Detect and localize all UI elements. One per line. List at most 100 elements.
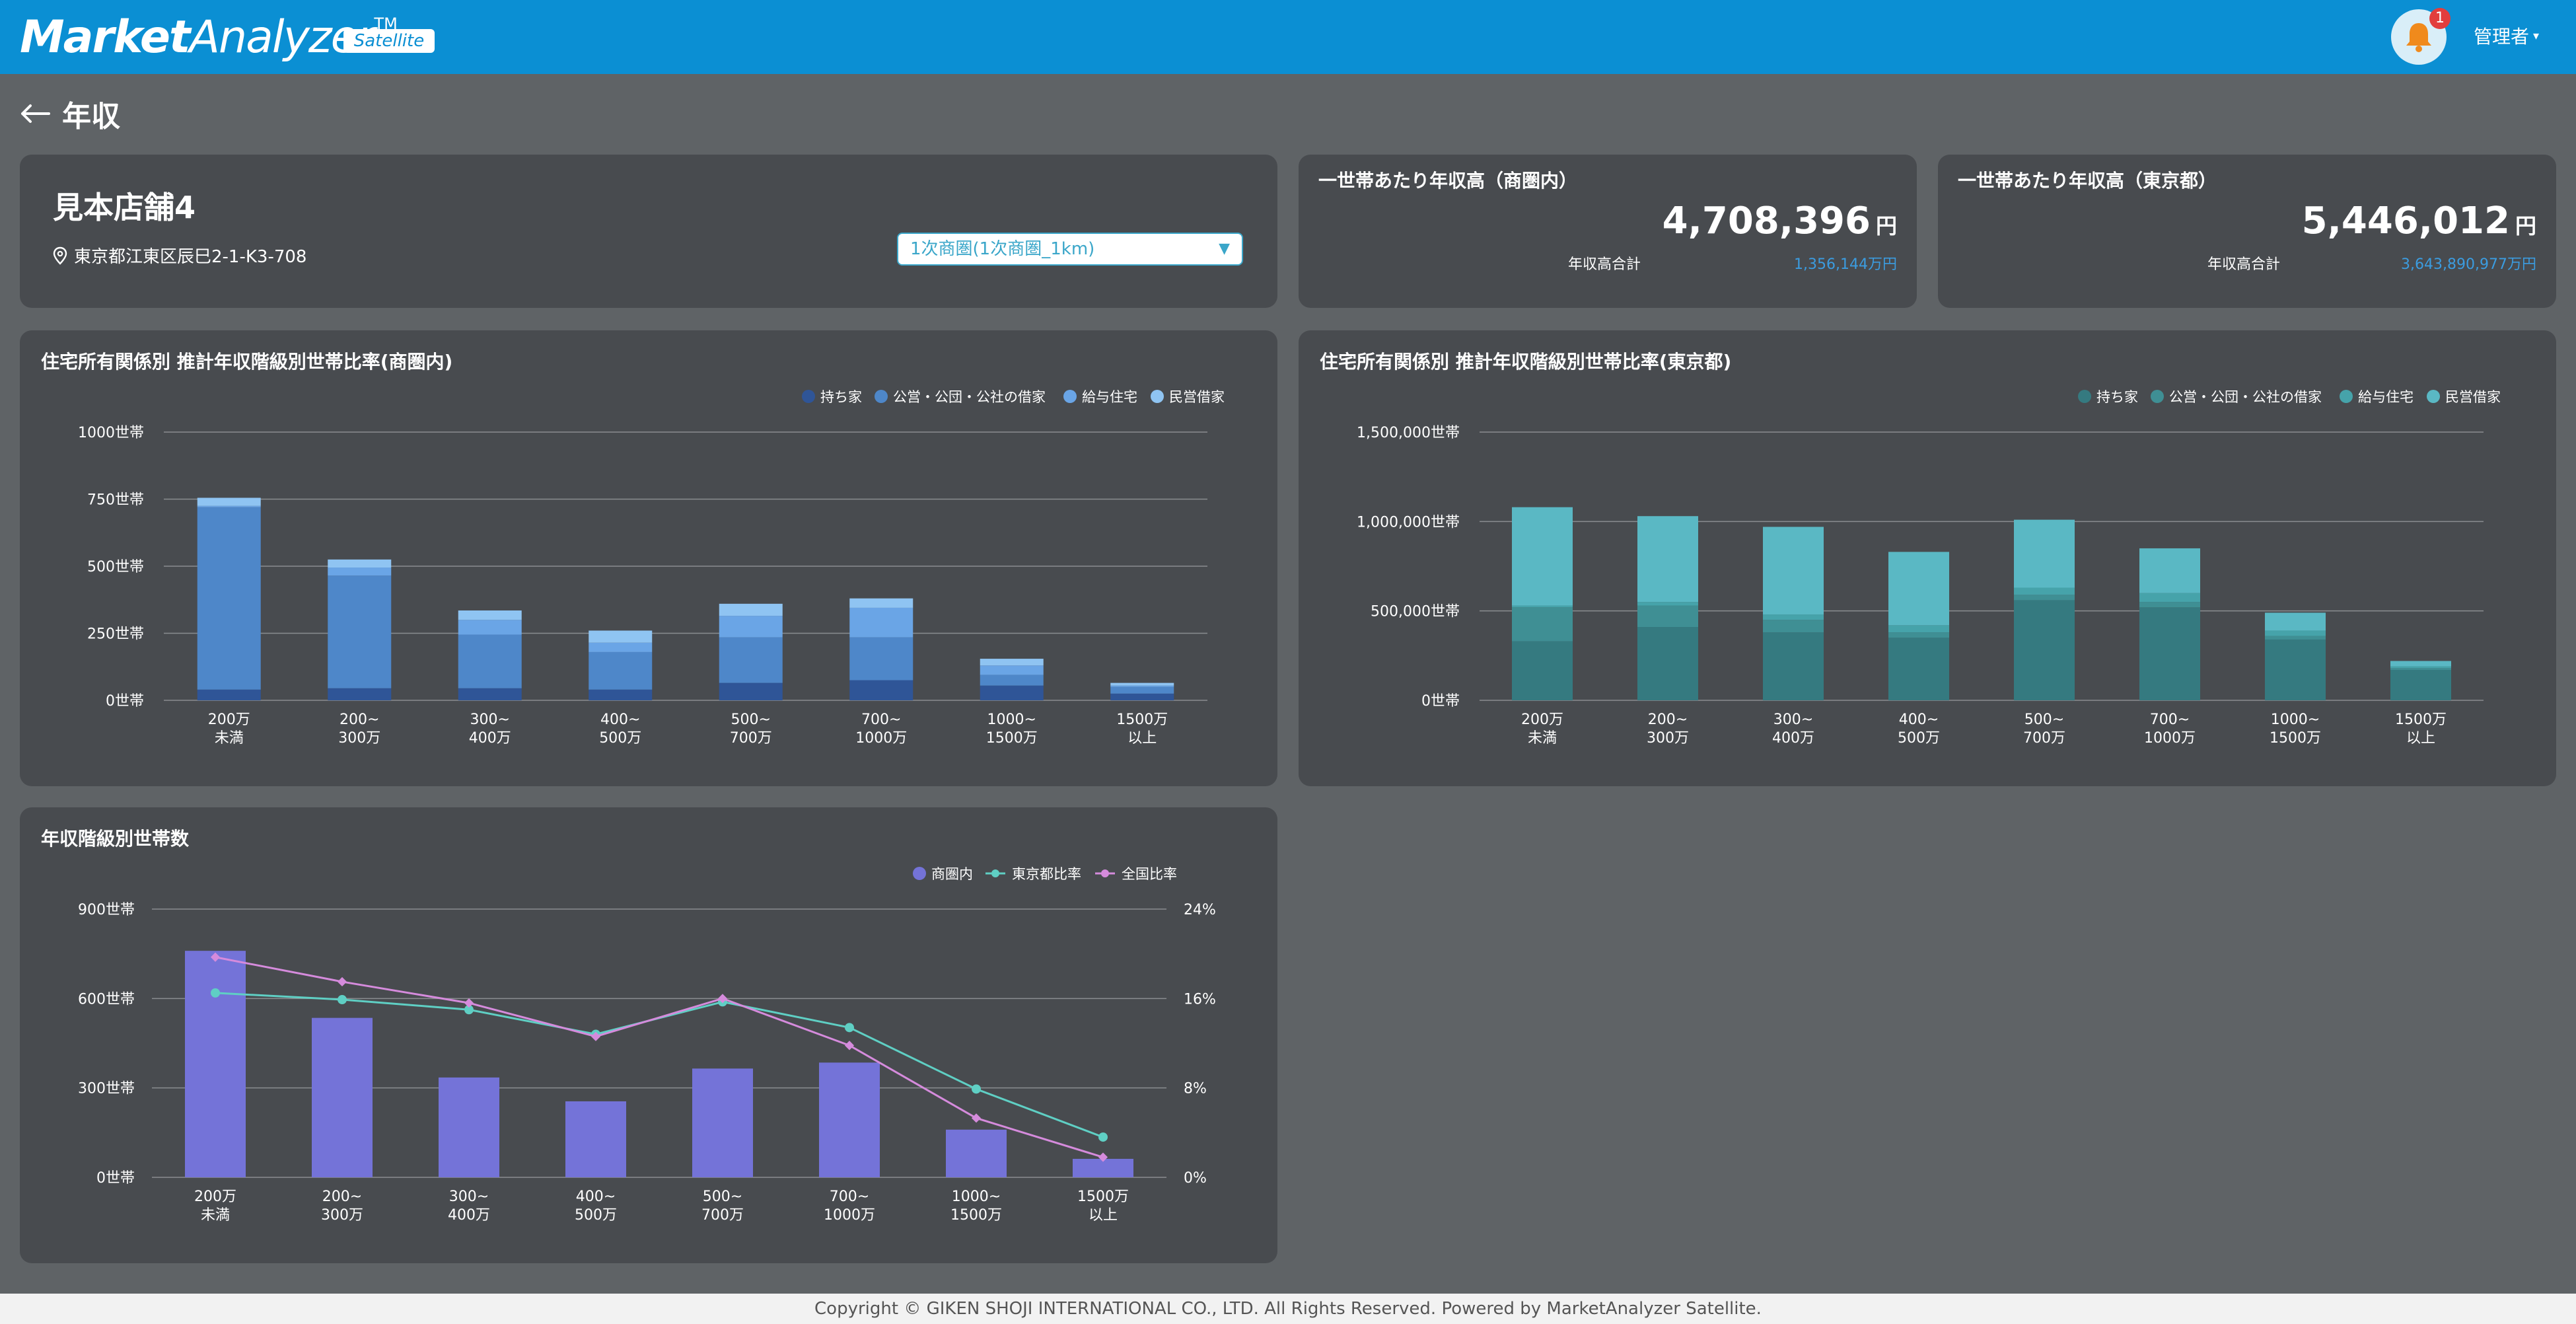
notification-count-badge: 1 <box>2429 8 2451 29</box>
kpi-tokyo-number: 5,446,012 <box>2301 200 2510 242</box>
bar-segment <box>719 616 783 638</box>
national-ratio-point <box>971 1113 982 1123</box>
bar-segment <box>197 505 261 507</box>
bar-segment <box>2390 661 2451 667</box>
x-tick-label: 未満 <box>201 1207 230 1224</box>
bar-segment <box>589 630 653 643</box>
household-bar <box>1073 1159 1133 1177</box>
national-ratio-point <box>464 998 474 1008</box>
legend-swatch <box>2340 390 2353 403</box>
trade-area-selected-value: 1次商圏(1次商圏_1km) <box>910 239 1095 259</box>
household-bar <box>946 1129 1007 1177</box>
bar-segment <box>719 682 783 700</box>
bar-segment <box>458 620 522 635</box>
national-ratio-point <box>337 976 347 987</box>
national-ratio-point <box>1098 1152 1108 1162</box>
kpi-area-sublabel: 年収高合計 <box>1568 256 1641 273</box>
bar-segment <box>2014 519 2075 588</box>
kpi-area-number: 4,708,396 <box>1662 200 1871 242</box>
satellite-badge: Satellite <box>343 29 435 53</box>
x-tick-label: 400~ <box>1899 712 1939 728</box>
bar-segment <box>1512 607 1573 642</box>
legend-label: 公営・公団・公社の借家 <box>893 389 1046 405</box>
x-tick-label: 300~ <box>470 712 510 728</box>
bar-segment <box>2265 630 2326 636</box>
chart-title-households: 年収階級別世帯数 <box>41 828 190 850</box>
kpi-area-title: 一世帯あたり年収高（商圏内） <box>1318 170 1578 192</box>
x-tick-label: 1000~ <box>2271 712 2320 728</box>
bar-segment <box>2390 666 2451 669</box>
bar-segment <box>1637 605 1698 628</box>
notification-button[interactable]: 1 <box>2391 8 2451 65</box>
y-tick-label: 250世帯 <box>87 626 144 643</box>
y-tick-label: 1000世帯 <box>78 425 144 441</box>
tokyo-ratio-point <box>845 1023 854 1033</box>
kpi-card-tokyo: 一世帯あたり年収高（東京都） 5,446,012 円 年収高合計 3,643,8… <box>1938 155 2556 308</box>
x-tick-label: 400~ <box>600 712 640 728</box>
y-tick-label: 1,500,000世帯 <box>1357 425 1460 441</box>
legend-label: 東京都比率 <box>1012 866 1081 882</box>
household-bar <box>565 1101 626 1177</box>
bar-segment <box>1888 638 1949 700</box>
kpi-area-value: 4,708,396 円 <box>1663 200 1897 242</box>
x-tick-label: 300~ <box>449 1189 489 1205</box>
household-bar <box>819 1062 880 1177</box>
household-bar <box>312 1017 373 1177</box>
x-tick-label: 500~ <box>2024 712 2064 728</box>
legend-swatch <box>2078 390 2091 403</box>
y-tick-label-right: 24% <box>1184 902 1216 918</box>
bar-segment <box>1763 527 1824 615</box>
tokyo-ratio-point <box>972 1084 981 1094</box>
bar-segment <box>719 603 783 616</box>
bar-segment <box>458 634 522 688</box>
kpi-area-unit: 円 <box>1875 213 1897 239</box>
bar-segment <box>2390 669 2451 700</box>
x-tick-label: 300万 <box>338 730 380 747</box>
kpi-tokyo-title: 一世帯あたり年収高（東京都） <box>1958 170 2217 192</box>
legend-label: 給与住宅 <box>1082 389 1137 405</box>
bar-segment <box>2265 639 2326 700</box>
bar-segment <box>980 675 1044 686</box>
bar-segment <box>328 568 392 576</box>
store-address: 東京都江東区辰巳2-1-K3-708 <box>53 243 306 268</box>
y-tick-label: 500,000世帯 <box>1371 604 1460 620</box>
bar-segment <box>2014 600 2075 700</box>
y-tick-label: 500世帯 <box>87 559 144 575</box>
x-tick-label: 400万 <box>469 730 511 747</box>
bar-segment <box>1110 693 1174 700</box>
chart-card-tokyo-housing: 住宅所有関係別 推計年収階級別世帯比率(東京都) 1,500,000世帯 1,00… <box>1299 330 2556 786</box>
bar-segment <box>1637 602 1698 606</box>
legend-label: 民営借家 <box>2445 389 2501 405</box>
bell-icon <box>2406 23 2431 52</box>
x-tick-label: 500~ <box>731 712 771 728</box>
x-tick-label: 200~ <box>340 712 379 728</box>
x-tick-label: 700~ <box>861 712 901 728</box>
legend-label: 持ち家 <box>820 389 862 405</box>
bar-segment <box>2139 602 2200 608</box>
bar-segment <box>197 507 261 690</box>
x-tick-label: 300万 <box>321 1207 363 1224</box>
legend-swatch <box>1063 390 1077 403</box>
dropdown-caret-icon: ▼ <box>1219 240 1230 257</box>
x-tick-label: 300~ <box>1773 712 1813 728</box>
household-bar <box>439 1077 499 1177</box>
page-title: 年収 <box>20 92 120 135</box>
trade-area-select[interactable]: 1次商圏(1次商圏_1km) ▼ <box>897 233 1243 266</box>
page-title-text: 年収 <box>62 100 120 133</box>
y-tick-label-right: 16% <box>1184 991 1216 1008</box>
x-tick-label: 200万 <box>1521 712 1563 728</box>
store-name: 見本店舗4 <box>53 190 196 225</box>
x-tick-label: 200~ <box>1648 712 1688 728</box>
bar-segment <box>1110 686 1174 694</box>
bar-segment <box>2390 668 2451 670</box>
user-menu[interactable]: 管理者 ▾ <box>2474 22 2539 49</box>
back-arrow-icon[interactable] <box>20 102 50 125</box>
x-tick-label: 1000~ <box>952 1189 1001 1205</box>
bar-segment <box>1512 641 1573 700</box>
bar-segment <box>1110 682 1174 686</box>
y-tick-label-left: 0世帯 <box>96 1170 135 1187</box>
legend-swatch <box>2427 390 2440 403</box>
legend-swatch <box>875 390 888 403</box>
app-logo[interactable]: Market Analyzer TM <box>20 11 398 63</box>
